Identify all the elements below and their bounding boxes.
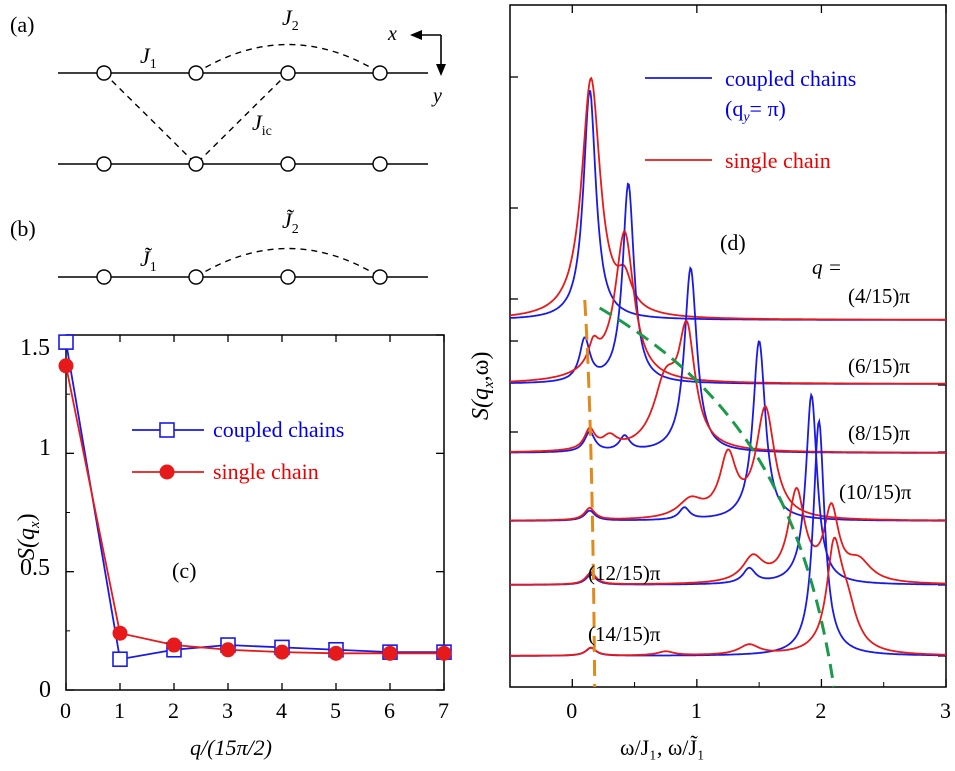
j2-label: J2 (282, 5, 299, 34)
plot-frame-d (509, 4, 947, 688)
spectrum-single-6 (510, 536, 946, 657)
x-axis-title-d: ω/J₁, ω/J̃₁ (620, 735, 705, 760)
data-point-coupled (112, 651, 128, 668)
q-label-6: (14/15)π (588, 622, 661, 646)
panel-a: (a) J1 J2 Jic x y (10, 5, 446, 172)
j1-tilde-label: J̃1 (140, 246, 157, 275)
x-arrow-head (410, 30, 422, 40)
data-point-single (58, 358, 74, 374)
data-point-single (274, 644, 290, 660)
legend-marker-single (159, 464, 175, 480)
q-label-2: (6/15)π (848, 354, 910, 378)
x-tick-labels-c: 0 1 2 3 4 5 6 7 (60, 698, 449, 723)
legend-qy-d: (qy= π) (725, 96, 786, 125)
data-point-single (220, 642, 236, 658)
data-point-single (382, 645, 398, 661)
legend-label-coupled-d: coupled chains (725, 66, 856, 91)
q-header: q = (812, 255, 842, 279)
x-tick-label: 0 (566, 698, 577, 723)
site (96, 65, 112, 81)
y-axis-title-c: S(qx) (14, 513, 43, 560)
site (372, 156, 388, 172)
legend-label-single: single chain (213, 459, 319, 484)
data-point-single (328, 645, 344, 661)
site (96, 156, 112, 172)
panel-d: 0 1 2 3 (d) coupled chains (qy= π) single c… (468, 4, 951, 760)
x-tick-label: 3 (940, 698, 951, 723)
series-line-single (65, 365, 444, 655)
legend-label-coupled: coupled chains (213, 417, 344, 442)
x-tick-label: 1 (691, 698, 702, 723)
x-axis-title-c: q/(15π/2) (190, 735, 272, 760)
j2-tilde-label: J̃2 (282, 208, 299, 237)
x-tick-label: 4 (276, 698, 287, 723)
site (280, 65, 296, 81)
site (188, 269, 204, 285)
x-tick-label: 5 (330, 698, 341, 723)
q-label-5: (12/15)π (588, 561, 661, 585)
jic-label: Jic (252, 110, 272, 139)
spectrum-single-5 (510, 486, 946, 586)
j2-bond-a (195, 43, 381, 74)
site (96, 269, 112, 285)
spectrum-coupled-6 (510, 417, 946, 657)
panel-b: (b) J̃1 J̃2 (10, 208, 428, 285)
q-label-3: (8/15)π (848, 421, 910, 445)
site (188, 156, 204, 172)
spectrum-single-1 (509, 76, 946, 321)
spectrum-single-4 (510, 405, 946, 522)
q-label-1: (4/15)π (848, 284, 910, 308)
panel-c-label: (c) (172, 558, 196, 583)
legend-label-single-d: single chain (725, 148, 831, 173)
y-axis-title-d: S(qx,ω) (468, 352, 497, 420)
site (372, 269, 388, 285)
x-tick-label: 0 (60, 698, 71, 723)
site (280, 156, 296, 172)
data-point-single (436, 645, 452, 661)
data-point-single (112, 625, 128, 641)
y-tick-label: 0 (39, 677, 51, 703)
y-arrow-head (436, 64, 446, 76)
x-tick-labels-d: 0 1 2 3 (566, 698, 951, 723)
q-label-4: (10/15)π (839, 480, 912, 504)
x-axis-label: x (387, 23, 397, 45)
y-tick-label: 0.5 (20, 555, 50, 581)
data-point-coupled (58, 334, 74, 350)
series-c (58, 334, 452, 668)
x-tick-label: 7 (438, 698, 449, 723)
j1-label: J1 (140, 43, 157, 72)
x-tick-label: 1 (114, 698, 125, 723)
series-line-coupled (65, 341, 444, 661)
site (188, 65, 204, 81)
y-tick-label: 1 (39, 435, 51, 461)
x-tick-label: 2 (815, 698, 826, 723)
panel-c: 1.5 1 0.5 0 0 1 2 3 4 5 6 7 (c) q/(15π/2) S(qx)… (14, 334, 452, 760)
spectrum-single-3 (510, 319, 946, 454)
guide-orange (583, 299, 597, 688)
x-tick-label: 3 (222, 698, 233, 723)
x-tick-label: 6 (384, 698, 395, 723)
guide-green (598, 306, 836, 688)
panel-d-label: (d) (720, 230, 746, 255)
site (280, 269, 296, 285)
legend-marker-coupled (159, 422, 175, 438)
panel-b-label: (b) (10, 216, 36, 241)
data-point-single (166, 637, 182, 653)
panel-a-label: (a) (10, 12, 34, 37)
j2-bond-b (195, 247, 381, 278)
site (372, 65, 388, 81)
spectra-d (509, 76, 946, 688)
y-axis-label: y (431, 85, 442, 107)
spectrum-single-2 (510, 230, 946, 385)
y-tick-label: 1.5 (20, 335, 50, 361)
x-tick-label: 2 (168, 698, 179, 723)
